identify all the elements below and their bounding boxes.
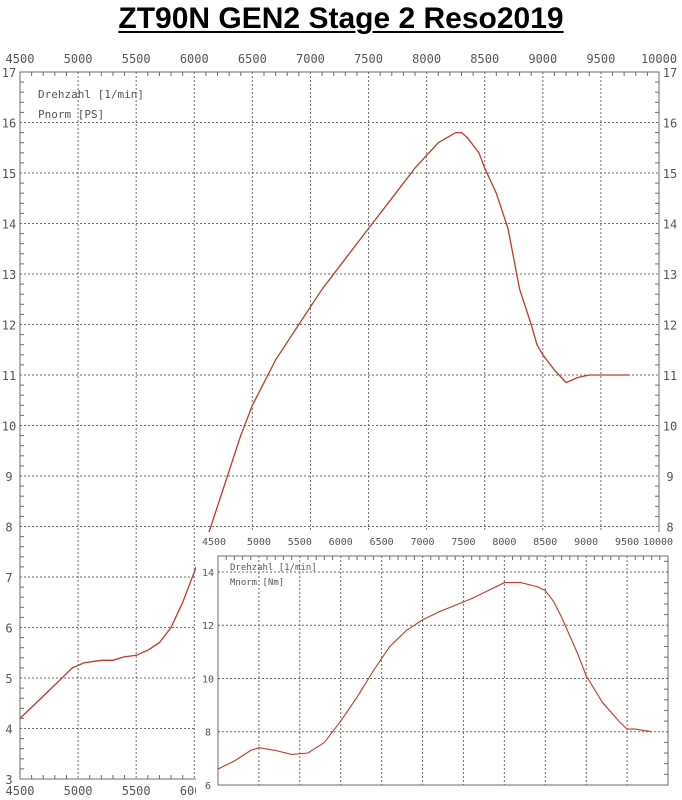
torque-panel-bg xyxy=(196,548,682,800)
power-x-tick-top: 8000 xyxy=(412,52,441,66)
power-y-tick-left: 6 xyxy=(5,622,12,636)
power-x-tick-bottom: 5000 xyxy=(64,784,93,798)
power-y-tick-right: 9 xyxy=(666,470,673,484)
torque-x-tick-top: 9000 xyxy=(574,537,598,548)
power-y-tick-left: 8 xyxy=(5,521,12,535)
torque-chart: 6 8 10 12 14 Drehzahl [1/min] Mnorm [Nm] xyxy=(196,548,682,800)
torque-x-tick-top: 8500 xyxy=(533,537,557,548)
power-x-tick-top: 6000 xyxy=(180,52,209,66)
torque-x-tick-top: 4500 xyxy=(202,537,226,548)
torque-y-tick-left: 12 xyxy=(202,621,214,632)
power-y-tick-right: 11 xyxy=(663,369,677,383)
power-y-tick-left: 13 xyxy=(2,268,16,282)
torque-x-tick-top: 5000 xyxy=(247,537,271,548)
torque-top-axis-bg xyxy=(196,532,682,548)
torque-x-tick-top: 5500 xyxy=(288,537,312,548)
torque-legend-torque: Mnorm [Nm] xyxy=(230,578,284,588)
power-x-tick-top: 5000 xyxy=(64,52,93,66)
power-y-tick-left: 17 xyxy=(2,66,16,80)
power-legend-power: Pnorm [PS] xyxy=(38,108,104,121)
power-y-tick-right: 8 xyxy=(666,521,673,535)
chart-title-text: ZT90N GEN2 Stage 2 Reso2019 xyxy=(118,2,564,35)
torque-y-tick-left: 10 xyxy=(202,674,214,685)
torque-y-tick-left: 6 xyxy=(205,781,211,792)
power-y-tick-right: 15 xyxy=(663,167,677,181)
power-y-tick-right: 12 xyxy=(663,319,677,333)
power-y-tick-left: 15 xyxy=(2,167,16,181)
power-x-tick-top: 9500 xyxy=(586,52,615,66)
power-y-tick-left: 16 xyxy=(2,117,16,131)
power-x-tick-top: 4500 xyxy=(6,52,35,66)
torque-x-tick-top: 7500 xyxy=(451,537,475,548)
torque-x-tick-top: 8000 xyxy=(492,537,516,548)
power-x-tick-bottom: 5500 xyxy=(122,784,151,798)
power-y-tick-right: 10 xyxy=(663,420,677,434)
power-y-tick-left: 10 xyxy=(2,420,16,434)
power-y-tick-left: 12 xyxy=(2,319,16,333)
torque-x-tick-top: 7000 xyxy=(410,537,434,548)
power-x-tick-top: 6500 xyxy=(238,52,267,66)
power-y-tick-left: 9 xyxy=(5,470,12,484)
power-x-tick-top: 10000 xyxy=(641,52,677,66)
torque-y-tick-left: 8 xyxy=(205,728,211,739)
torque-x-tick-top: 6000 xyxy=(329,537,353,548)
torque-y-tick-left: 14 xyxy=(202,568,214,579)
power-curve xyxy=(19,131,630,719)
power-y-tick-left: 5 xyxy=(5,672,12,686)
power-legend-rpm: Drehzahl [1/min] xyxy=(38,88,144,101)
power-x-tick-top: 9000 xyxy=(528,52,557,66)
power-y-tick-left: 11 xyxy=(2,369,16,383)
power-y-tick-left: 3 xyxy=(5,773,12,787)
power-x-tick-top: 5500 xyxy=(122,52,151,66)
power-x-tick-bottom: 4500 xyxy=(6,784,35,798)
torque-legend-rpm: Drehzahl [1/min] xyxy=(230,563,317,573)
power-y-tick-right: 14 xyxy=(663,218,677,232)
torque-curve xyxy=(217,582,652,770)
power-x-tick-top: 8500 xyxy=(470,52,499,66)
torque-x-tick-top: 9500 xyxy=(615,537,639,548)
torque-x-tick-top: 10000 xyxy=(643,537,673,548)
power-y-tick-right: 16 xyxy=(663,117,677,131)
power-y-tick-left: 4 xyxy=(5,723,12,737)
power-y-tick-left: 7 xyxy=(5,571,12,585)
chart-title: ZT90N GEN2 Stage 2 Reso2019 xyxy=(0,2,682,36)
torque-x-tick-top: 6500 xyxy=(370,537,394,548)
power-x-tick-top: 7500 xyxy=(354,52,383,66)
power-x-tick-top: 7000 xyxy=(296,52,325,66)
power-y-tick-right: 17 xyxy=(663,66,677,80)
power-y-tick-right: 13 xyxy=(663,268,677,282)
power-y-tick-left: 14 xyxy=(2,218,16,232)
